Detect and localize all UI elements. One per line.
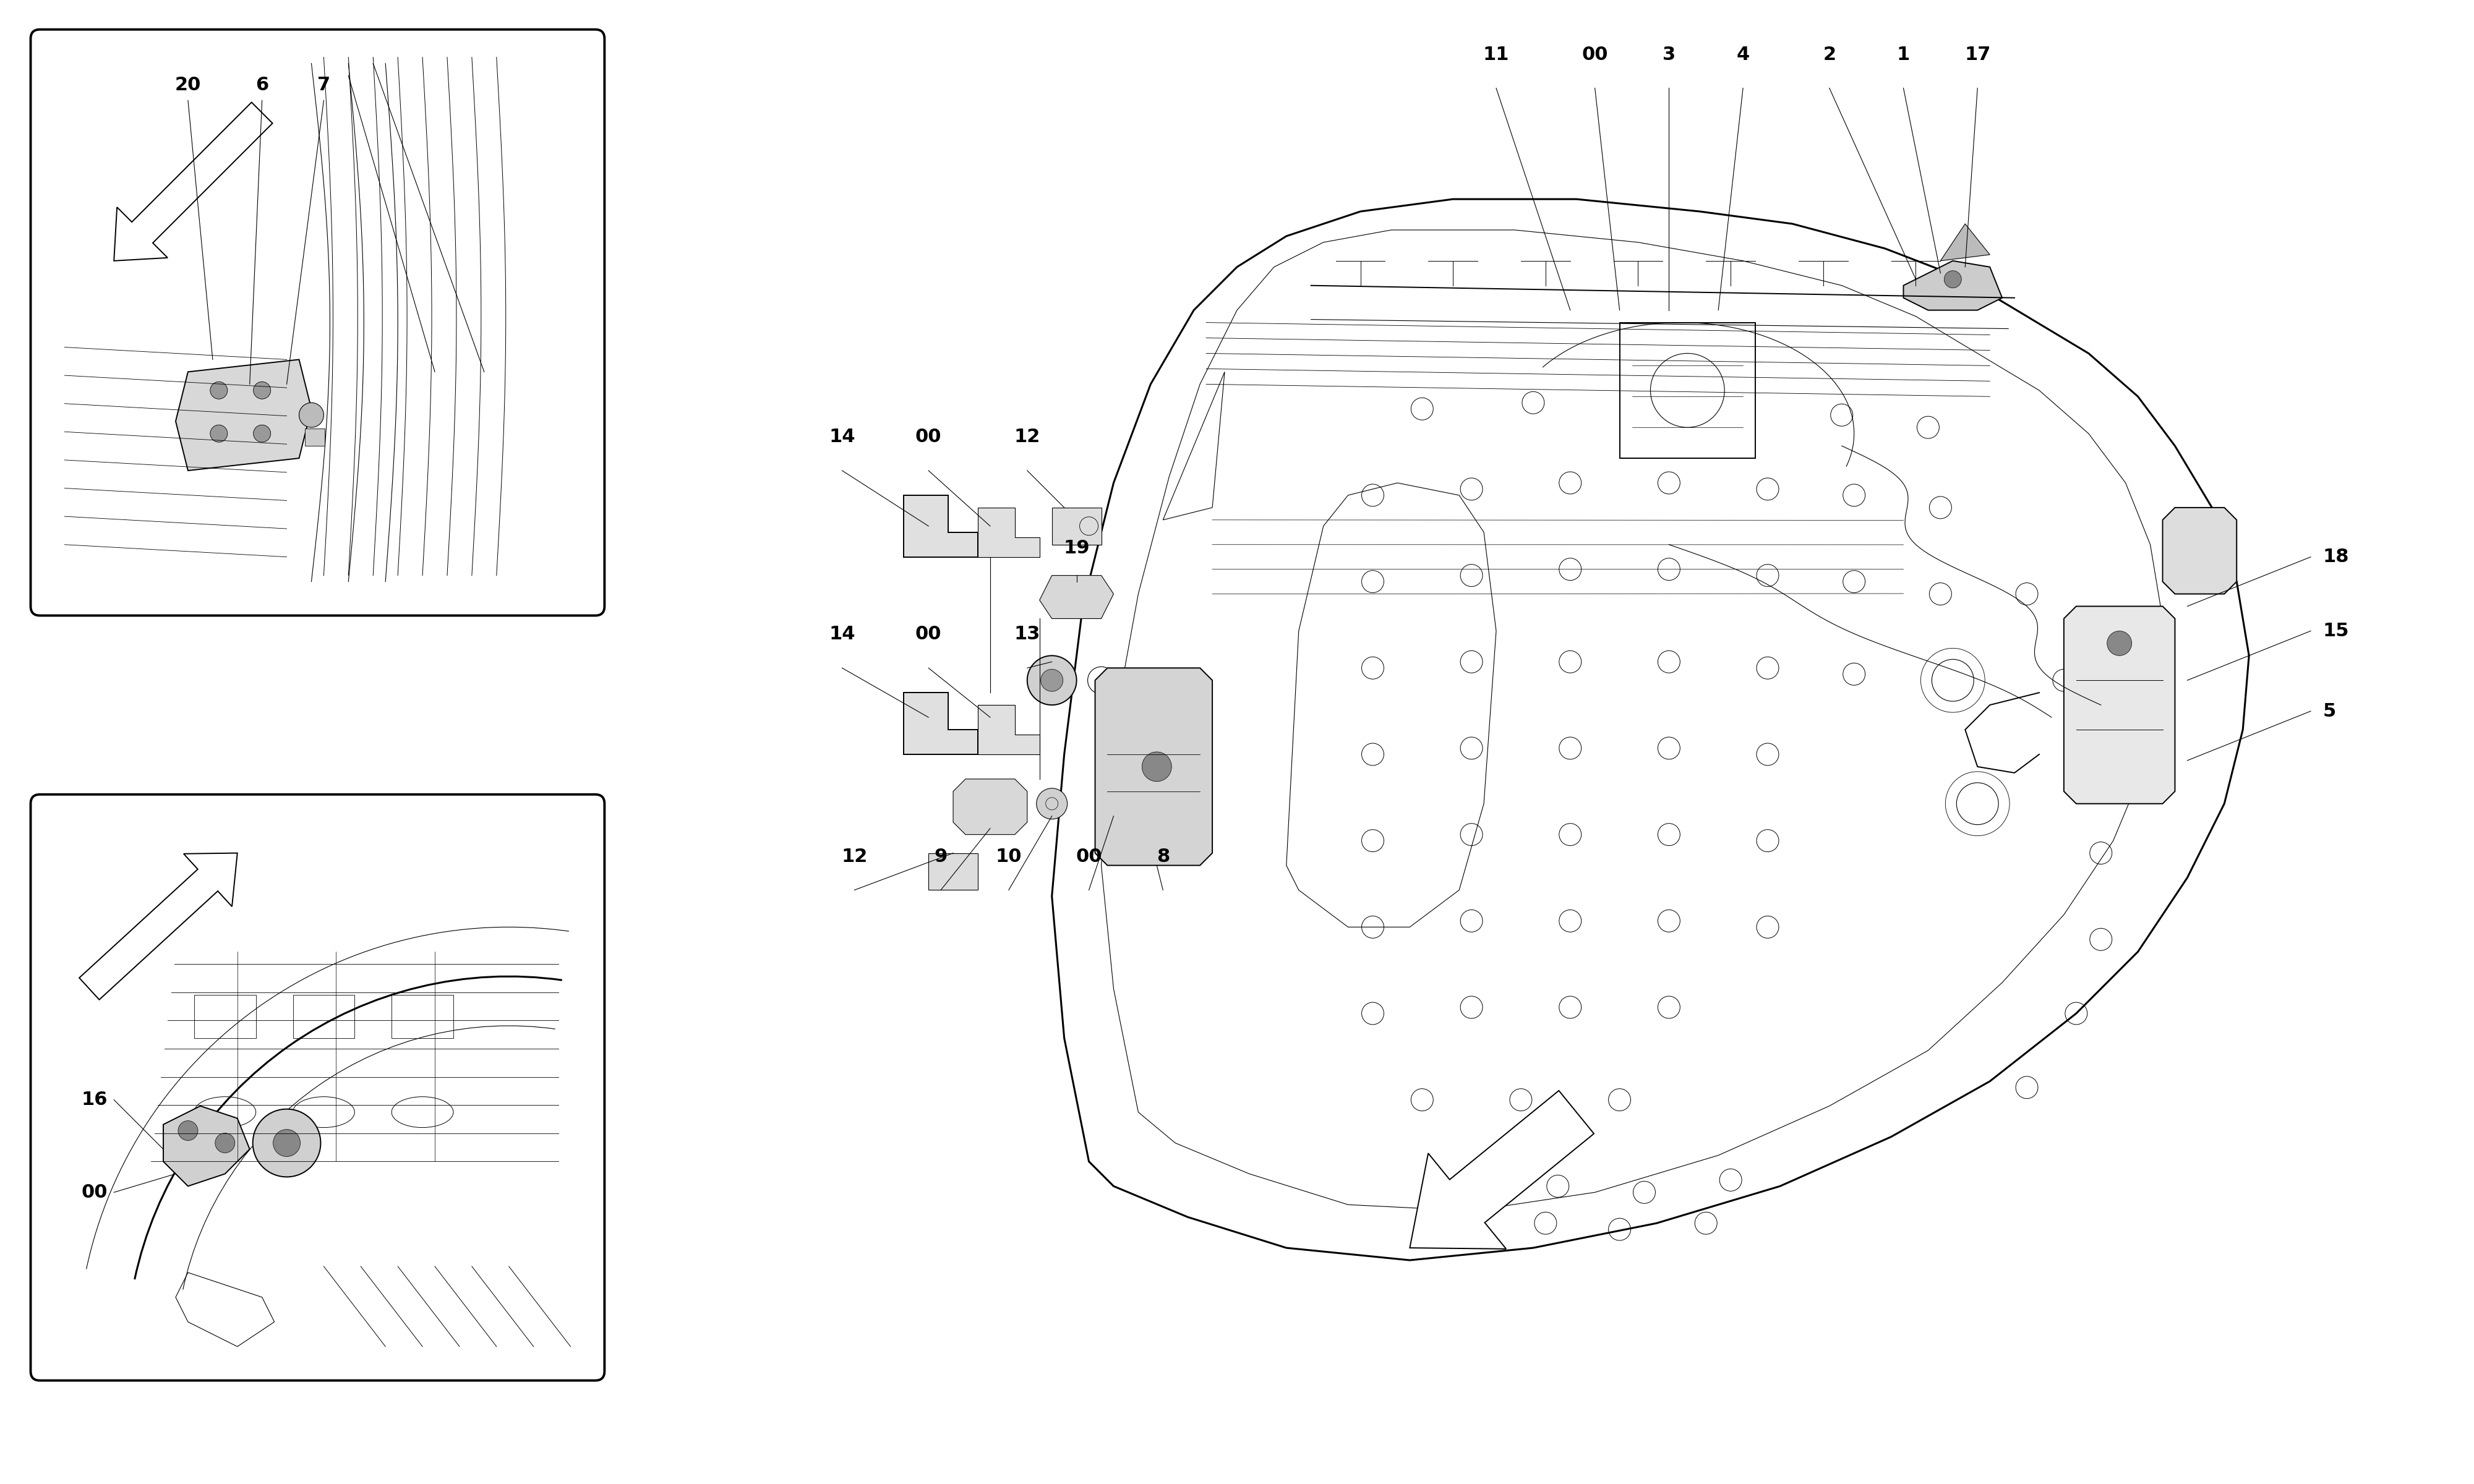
Circle shape <box>1143 752 1173 782</box>
Bar <box>304 429 324 445</box>
Polygon shape <box>163 1106 250 1186</box>
Text: 6: 6 <box>255 76 270 95</box>
Polygon shape <box>1096 668 1212 865</box>
Text: 2: 2 <box>1823 46 1836 64</box>
Text: 5: 5 <box>2323 702 2335 720</box>
Text: 20: 20 <box>176 76 200 95</box>
Circle shape <box>210 381 228 399</box>
Bar <box>391 994 453 1039</box>
Text: 9: 9 <box>935 847 948 865</box>
Text: 7: 7 <box>317 76 329 95</box>
Polygon shape <box>1039 576 1113 619</box>
Text: 3: 3 <box>1663 46 1675 64</box>
Polygon shape <box>977 705 1039 754</box>
Text: 16: 16 <box>82 1091 109 1109</box>
Text: 18: 18 <box>2323 548 2350 565</box>
FancyBboxPatch shape <box>30 794 604 1380</box>
FancyBboxPatch shape <box>30 30 604 616</box>
Text: 14: 14 <box>829 427 856 445</box>
Circle shape <box>210 424 228 442</box>
Circle shape <box>252 1109 322 1177</box>
Bar <box>1051 508 1101 545</box>
Text: 1: 1 <box>1898 46 1910 64</box>
Text: 12: 12 <box>1014 427 1039 445</box>
Circle shape <box>252 381 270 399</box>
Polygon shape <box>903 496 977 556</box>
Text: 15: 15 <box>2323 622 2350 640</box>
Circle shape <box>1042 669 1064 692</box>
Circle shape <box>272 1129 299 1156</box>
Text: 4: 4 <box>1737 46 1749 64</box>
Polygon shape <box>1940 224 1989 261</box>
Text: 17: 17 <box>1964 46 1992 64</box>
Text: 00: 00 <box>915 427 943 445</box>
Bar <box>193 994 255 1039</box>
Polygon shape <box>1163 372 1225 519</box>
Text: 00: 00 <box>915 625 943 643</box>
Text: 19: 19 <box>1064 539 1089 556</box>
Text: 14: 14 <box>829 625 856 643</box>
Circle shape <box>215 1134 235 1153</box>
Text: 00: 00 <box>1581 46 1608 64</box>
Polygon shape <box>1410 1091 1593 1250</box>
Bar <box>928 853 977 890</box>
Circle shape <box>2108 631 2133 656</box>
Bar <box>292 994 354 1039</box>
Polygon shape <box>977 508 1039 556</box>
Text: 12: 12 <box>841 847 868 865</box>
Polygon shape <box>903 693 977 754</box>
Polygon shape <box>1903 261 2001 310</box>
Text: 11: 11 <box>1482 46 1509 64</box>
Circle shape <box>178 1120 198 1141</box>
Polygon shape <box>79 853 238 1000</box>
Text: 8: 8 <box>1155 847 1170 865</box>
Text: 00: 00 <box>1076 847 1101 865</box>
Polygon shape <box>2063 607 2175 804</box>
Circle shape <box>1027 656 1076 705</box>
Polygon shape <box>952 779 1027 834</box>
Circle shape <box>1945 270 1962 288</box>
Text: 00: 00 <box>82 1183 109 1202</box>
Text: 10: 10 <box>995 847 1022 865</box>
Polygon shape <box>176 359 312 470</box>
Circle shape <box>1037 788 1066 819</box>
Circle shape <box>299 402 324 427</box>
Text: 13: 13 <box>1014 625 1039 643</box>
Polygon shape <box>2162 508 2236 594</box>
Circle shape <box>252 424 270 442</box>
Bar <box>1620 322 1757 459</box>
Polygon shape <box>114 102 272 261</box>
